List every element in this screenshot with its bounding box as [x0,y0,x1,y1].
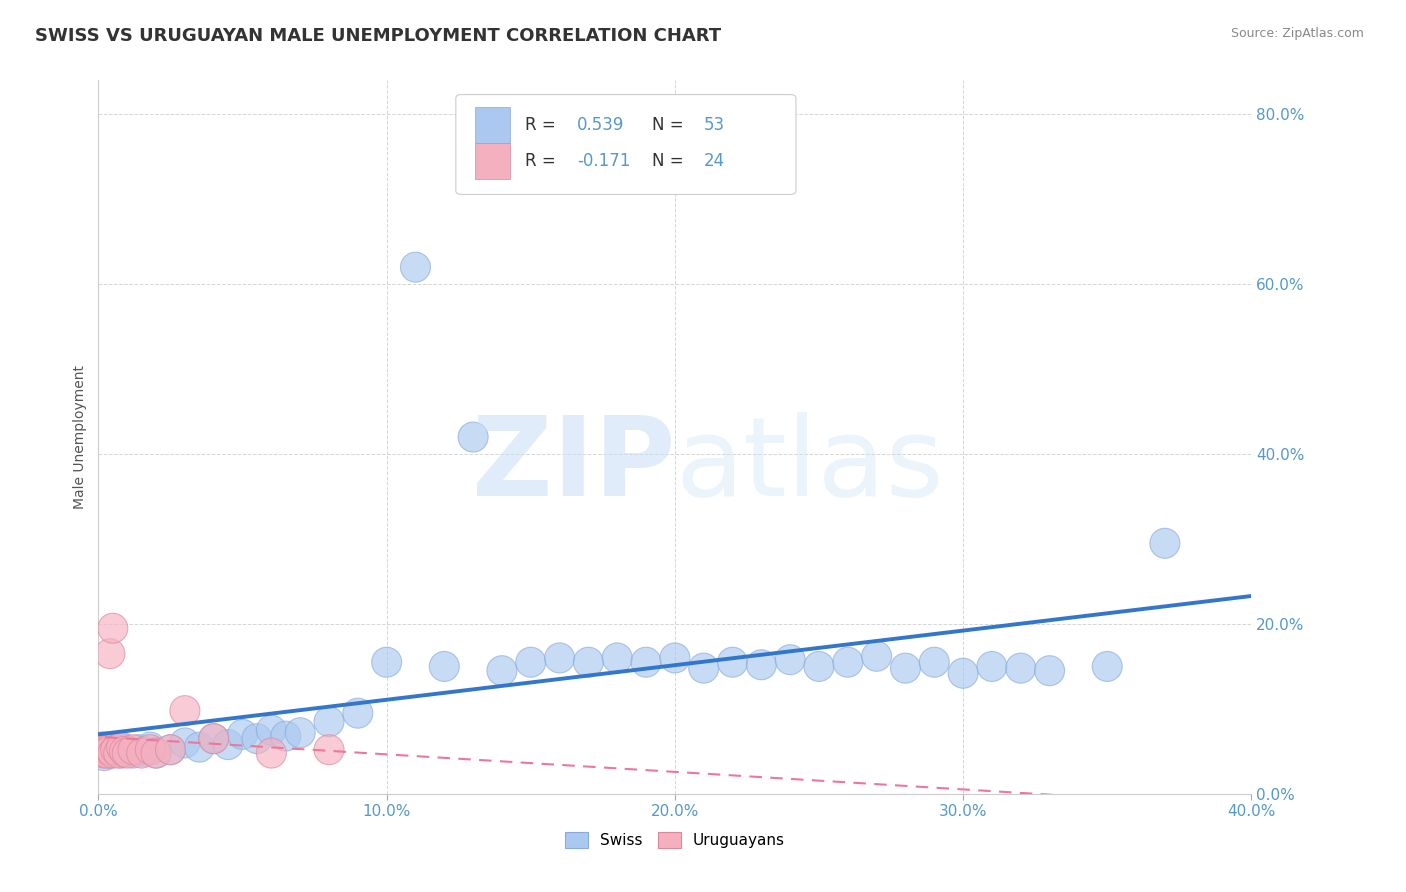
Text: N =: N = [652,116,689,134]
Text: N =: N = [652,152,689,169]
Legend: Swiss, Uruguayans: Swiss, Uruguayans [558,826,792,854]
FancyBboxPatch shape [475,143,510,178]
Text: R =: R = [524,152,561,169]
Text: R =: R = [524,116,561,134]
Text: ZIP: ZIP [471,412,675,519]
Y-axis label: Male Unemployment: Male Unemployment [73,365,87,509]
Text: 0.539: 0.539 [576,116,624,134]
Text: 24: 24 [704,152,725,169]
Text: SWISS VS URUGUAYAN MALE UNEMPLOYMENT CORRELATION CHART: SWISS VS URUGUAYAN MALE UNEMPLOYMENT COR… [35,27,721,45]
Text: 53: 53 [704,116,725,134]
Text: atlas: atlas [675,412,943,519]
Text: Source: ZipAtlas.com: Source: ZipAtlas.com [1230,27,1364,40]
FancyBboxPatch shape [475,107,510,143]
FancyBboxPatch shape [456,95,796,194]
Text: -0.171: -0.171 [576,152,630,169]
